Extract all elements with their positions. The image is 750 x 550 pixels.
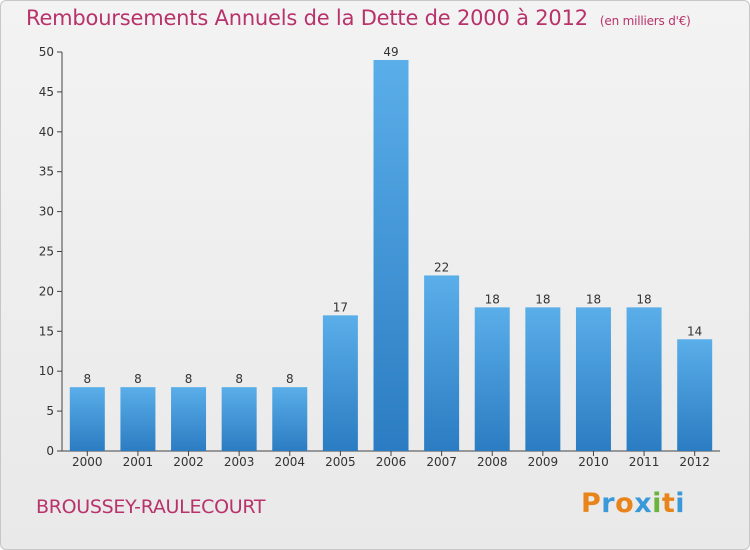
x-tick-label: 2009 <box>528 455 559 469</box>
y-tick-label: 0 <box>46 444 54 458</box>
bar <box>120 387 156 451</box>
bar <box>474 307 510 451</box>
y-tick-label: 50 <box>39 45 54 59</box>
logo-letter: P <box>581 488 602 519</box>
y-tick-label: 15 <box>39 324 54 338</box>
x-tick-label: 2006 <box>376 455 407 469</box>
logo-letter: i <box>675 488 686 519</box>
y-tick-label: 25 <box>39 245 54 259</box>
bar-value-label: 17 <box>333 300 348 314</box>
y-tick-label: 10 <box>39 364 54 378</box>
logo-letter: x <box>634 488 653 519</box>
bar-value-label: 8 <box>83 372 91 386</box>
bar-value-label: 22 <box>434 260 449 274</box>
y-tick-label: 35 <box>39 165 54 179</box>
x-tick-label: 2001 <box>123 455 154 469</box>
logo-letter: i <box>652 488 662 519</box>
x-tick-label: 2003 <box>224 455 255 469</box>
x-tick-label: 2008 <box>477 455 508 469</box>
logo-letter: o <box>615 488 635 519</box>
bar <box>373 59 409 451</box>
town-name: BROUSSEY-RAULECOURT <box>36 496 266 518</box>
bar <box>171 387 207 451</box>
bar-value-label: 18 <box>636 292 651 306</box>
bar-value-label: 8 <box>286 372 294 386</box>
x-tick-label: 2011 <box>629 455 660 469</box>
y-tick-label: 30 <box>39 205 54 219</box>
bar <box>575 307 611 451</box>
bar-value-label: 18 <box>485 292 500 306</box>
x-tick-label: 2002 <box>173 455 204 469</box>
bar <box>424 275 460 451</box>
x-tick-label: 2010 <box>578 455 609 469</box>
bar-value-label: 8 <box>185 372 193 386</box>
bar-value-label: 14 <box>687 324 702 338</box>
y-tick-label: 40 <box>39 125 54 139</box>
x-tick-label: 2012 <box>679 455 710 469</box>
y-tick-label: 5 <box>46 404 54 418</box>
bar-value-label: 49 <box>383 45 398 59</box>
bar <box>69 387 105 451</box>
y-tick-label: 45 <box>39 85 54 99</box>
bar <box>677 339 713 451</box>
x-tick-label: 2007 <box>426 455 457 469</box>
logo-letter: t <box>661 488 676 519</box>
y-tick-label: 20 <box>39 284 54 298</box>
x-tick-label: 2005 <box>325 455 356 469</box>
x-tick-label: 2004 <box>274 455 305 469</box>
logo-letter: r <box>601 488 616 519</box>
bar <box>272 387 308 451</box>
bar-value-label: 8 <box>235 372 243 386</box>
proxiti-logo: Proxiti <box>581 488 685 519</box>
bar-value-label: 18 <box>586 292 601 306</box>
x-tick-label: 2000 <box>72 455 103 469</box>
bar <box>626 307 662 451</box>
chart-title: Remboursements Annuels de la Dette de 20… <box>26 6 691 30</box>
bar <box>322 315 358 451</box>
chart-unit-note: (en milliers d'€) <box>599 14 691 28</box>
bar-value-label: 8 <box>134 372 142 386</box>
bar-value-label: 18 <box>535 292 550 306</box>
bar <box>221 387 257 451</box>
chart-title-text: Remboursements Annuels de la Dette de 20… <box>26 6 588 30</box>
bar <box>525 307 561 451</box>
